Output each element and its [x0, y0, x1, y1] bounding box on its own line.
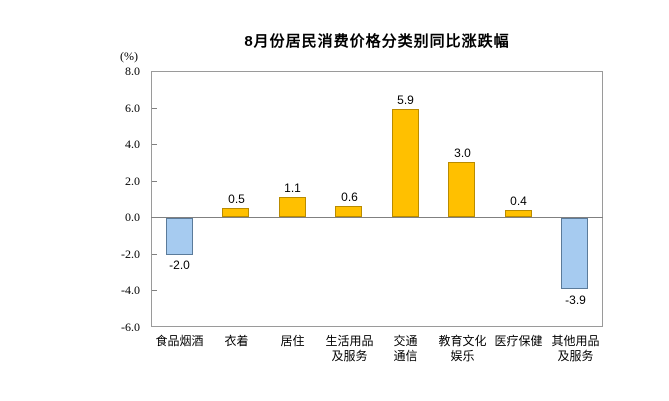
- bar-value-label: 0.6: [341, 190, 358, 204]
- y-axis-tick-mark: [152, 290, 157, 291]
- bar-value-label: 1.1: [284, 181, 301, 195]
- y-axis-tick-label: 6.0: [125, 100, 140, 115]
- x-axis-category-label: 生活用品 及服务: [325, 334, 374, 363]
- x-axis-category-label: 衣着: [224, 334, 249, 348]
- x-axis-category-label: 医疗保健: [494, 334, 543, 348]
- bar-value-label: 5.9: [397, 93, 414, 107]
- y-axis-unit-label: (%): [120, 49, 138, 63]
- bar-value-label: -3.9: [565, 293, 586, 307]
- zero-axis-line: [151, 217, 603, 218]
- bar-negative: [166, 218, 193, 255]
- y-axis-tick-mark: [152, 181, 157, 182]
- x-axis-category-label: 教育文化 娱乐: [438, 334, 487, 363]
- plot-area: [151, 71, 603, 327]
- bar-positive: [279, 197, 306, 217]
- bar-positive: [222, 208, 249, 217]
- y-axis-tick-label: -4.0: [121, 283, 140, 298]
- y-axis-tick-mark: [152, 254, 157, 255]
- x-axis-category-label: 食品烟酒: [155, 334, 204, 348]
- x-axis-category-label: 其他用品 及服务: [551, 334, 600, 363]
- y-axis-tick-mark: [152, 108, 157, 109]
- bar-positive: [448, 162, 475, 217]
- x-axis-category-label: 居住: [280, 334, 305, 348]
- bar-positive: [505, 210, 532, 217]
- bar-value-label: 0.4: [510, 194, 527, 208]
- bar-value-label: 0.5: [228, 192, 245, 206]
- x-axis-category-label: 交通 通信: [393, 334, 418, 363]
- y-axis-tick-mark: [152, 144, 157, 145]
- y-axis-tick-label: -6.0: [121, 320, 140, 334]
- y-axis-tick-label: 4.0: [125, 137, 140, 152]
- chart-title: 8月份居民消费价格分类别同比涨跌幅: [244, 33, 510, 50]
- bar-negative: [561, 218, 588, 289]
- bar-positive: [392, 109, 419, 217]
- y-axis-tick-label: -2.0: [121, 246, 140, 261]
- bar-value-label: -2.0: [169, 258, 190, 272]
- y-axis-tick-label: 8.0: [125, 64, 140, 78]
- y-axis-tick-label: 2.0: [125, 173, 140, 188]
- bar-value-label: 3.0: [454, 146, 471, 160]
- y-axis-tick-label: 0.0: [125, 210, 140, 225]
- bar-positive: [335, 206, 362, 217]
